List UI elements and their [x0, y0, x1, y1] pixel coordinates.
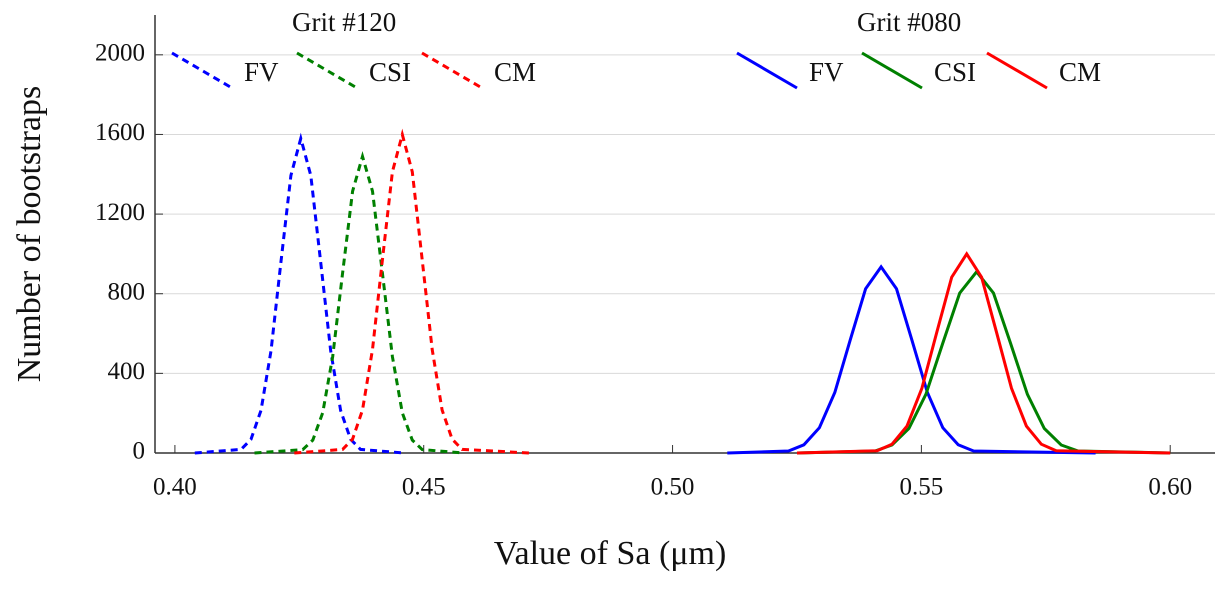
legend-swatch	[986, 51, 1048, 90]
series-line	[796, 251, 1171, 455]
y-tick-label: 1200	[95, 199, 145, 226]
y-tick-label: 0	[133, 438, 146, 465]
y-tick-label: 400	[108, 358, 146, 385]
legend-swatch	[861, 51, 923, 90]
y-tick-label: 2000	[95, 40, 145, 67]
series-line	[254, 150, 464, 455]
x-tick-label: 0.60	[1148, 474, 1192, 501]
y-axis-title: Number of bootstraps	[11, 86, 48, 383]
legend-swatch	[736, 51, 798, 90]
series-line	[194, 132, 404, 455]
legend-swatch	[421, 51, 483, 90]
series-line	[294, 128, 530, 455]
legend-group-title: Grit #120	[292, 7, 396, 37]
series-line	[796, 269, 1171, 455]
legend-label: FV	[244, 57, 279, 87]
legend-label: FV	[809, 57, 844, 87]
series-line	[727, 264, 1096, 455]
x-tick-label: 0.55	[900, 474, 944, 501]
legend-label: CM	[1059, 57, 1101, 87]
legend-group-title: Grit #080	[857, 7, 961, 37]
y-tick-label: 1600	[95, 119, 145, 146]
x-axis-title: Value of Sa (μm)	[494, 535, 727, 572]
x-tick-label: 0.45	[402, 474, 446, 501]
y-tick-label: 800	[108, 278, 146, 305]
legend-swatch	[171, 51, 233, 90]
x-tick-label: 0.50	[651, 474, 695, 501]
legend-swatch	[296, 51, 358, 90]
legend-label: CSI	[934, 57, 976, 87]
x-tick-label: 0.40	[153, 474, 197, 501]
legend-label: CSI	[369, 57, 411, 87]
legend-label: CM	[494, 57, 536, 87]
